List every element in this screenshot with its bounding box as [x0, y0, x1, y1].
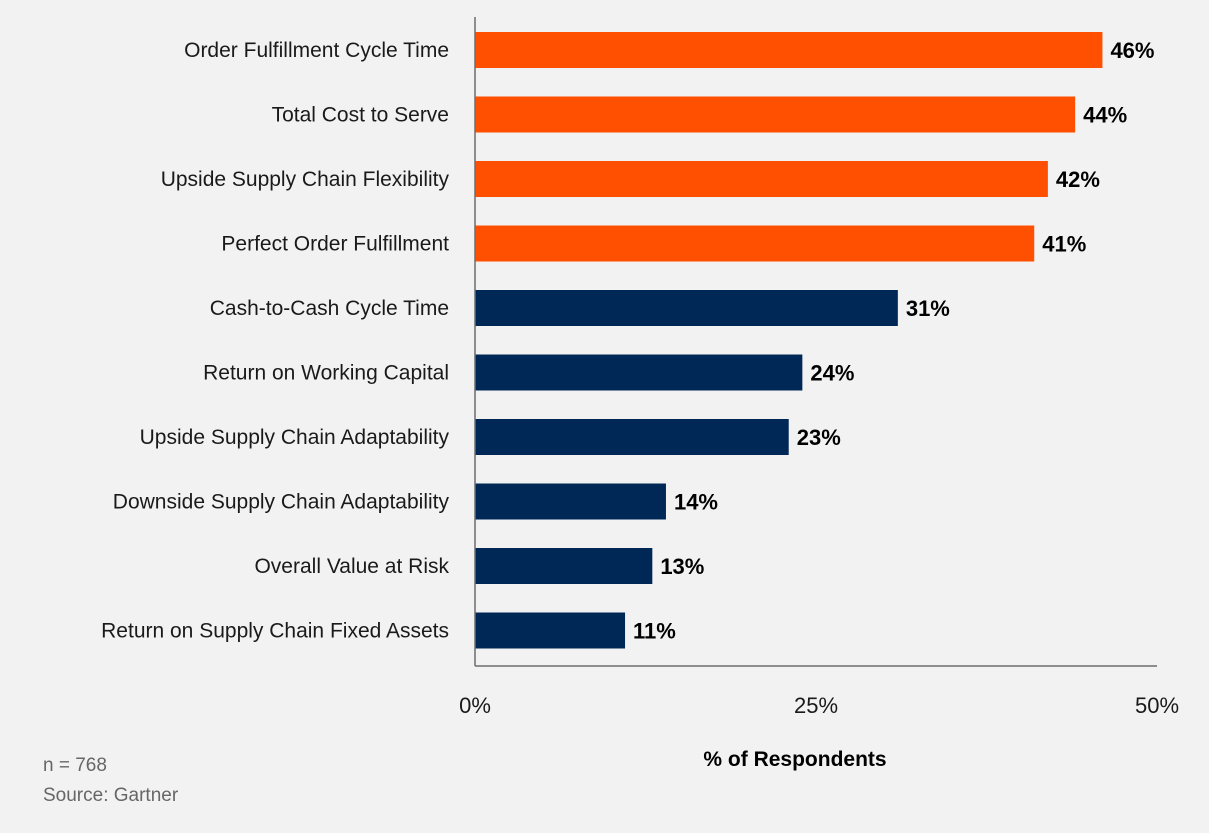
value-label: 44%: [1083, 103, 1127, 128]
category-label: Cash-to-Cash Cycle Time: [210, 297, 449, 320]
bar: [475, 419, 789, 455]
category-labels: Order Fulfillment Cycle Time Total Cost t…: [101, 39, 449, 643]
category-label: Upside Supply Chain Adaptability: [140, 426, 450, 449]
value-label: 31%: [906, 296, 950, 321]
bar: [475, 32, 1103, 68]
value-label: 11%: [633, 619, 676, 644]
value-label: 24%: [810, 361, 854, 386]
value-label: 46%: [1110, 38, 1154, 63]
bar: [475, 96, 1076, 133]
value-label: 42%: [1056, 167, 1100, 192]
bars-group: [475, 32, 1103, 649]
category-label: Return on Supply Chain Fixed Assets: [101, 620, 449, 643]
source-note: Source: Gartner: [43, 785, 179, 806]
bar: [475, 612, 626, 649]
category-label: Perfect Order Fulfillment: [221, 233, 449, 256]
category-label: Overall Value at Risk: [254, 555, 449, 578]
bar: [475, 161, 1048, 197]
bar: [475, 290, 898, 326]
category-label: Order Fulfillment Cycle Time: [184, 39, 449, 62]
value-label: 13%: [660, 554, 704, 579]
bar: [475, 483, 666, 520]
sample-size-note: n = 768: [43, 755, 107, 776]
category-label: Upside Supply Chain Flexibility: [161, 168, 450, 191]
bar: [475, 225, 1035, 262]
x-tick-label: 0%: [459, 693, 491, 718]
value-labels: 46% 44% 42% 41% 31% 24% 23% 14% 13% 11%: [633, 38, 1154, 644]
bar: [475, 354, 803, 391]
category-label: Total Cost to Serve: [272, 104, 449, 127]
x-tick-labels: 0% 25% 50%: [459, 693, 1179, 718]
x-axis-title: % of Respondents: [703, 748, 886, 771]
value-label: 41%: [1042, 232, 1086, 257]
value-label: 23%: [797, 425, 841, 450]
x-tick-label: 25%: [794, 693, 838, 718]
category-label: Downside Supply Chain Adaptability: [113, 491, 450, 514]
bar: [475, 548, 653, 584]
category-label: Return on Working Capital: [203, 362, 449, 385]
value-label: 14%: [674, 490, 718, 515]
x-tick-label: 50%: [1135, 693, 1179, 718]
